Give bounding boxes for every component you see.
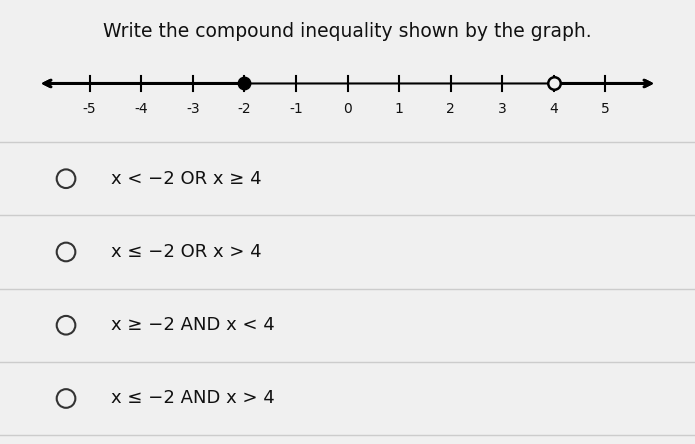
Text: x < −2 OR x ≥ 4: x < −2 OR x ≥ 4: [111, 170, 262, 188]
Text: 0: 0: [343, 102, 352, 116]
Text: -2: -2: [238, 102, 251, 116]
Text: 3: 3: [498, 102, 507, 116]
Text: 1: 1: [395, 102, 404, 116]
Text: 5: 5: [601, 102, 610, 116]
Text: -5: -5: [83, 102, 97, 116]
Text: 4: 4: [549, 102, 558, 116]
Text: 2: 2: [446, 102, 455, 116]
Text: x ≥ −2 AND x < 4: x ≥ −2 AND x < 4: [111, 316, 275, 334]
Text: x ≤ −2 AND x > 4: x ≤ −2 AND x > 4: [111, 389, 275, 408]
Text: Write the compound inequality shown by the graph.: Write the compound inequality shown by t…: [103, 22, 592, 41]
Text: x ≤ −2 OR x > 4: x ≤ −2 OR x > 4: [111, 243, 262, 261]
Text: -3: -3: [186, 102, 199, 116]
Text: -4: -4: [134, 102, 148, 116]
Text: -1: -1: [289, 102, 303, 116]
